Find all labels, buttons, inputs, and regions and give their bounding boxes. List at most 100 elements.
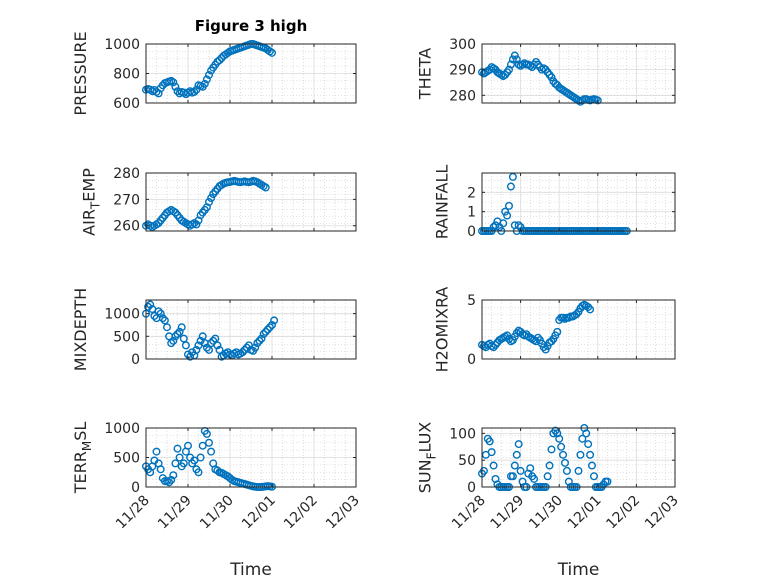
axes-box [145, 299, 357, 360]
data-point [501, 207, 510, 216]
data-point [167, 475, 176, 484]
data-point [489, 461, 498, 470]
data-point [169, 471, 178, 480]
y-tick-label: 500 [113, 329, 140, 345]
subplot-2: 280 290 300 THETA [416, 37, 676, 106]
data-point [207, 447, 216, 456]
y-tick-label: 280 [449, 88, 476, 104]
y-tick-label: 2 [467, 185, 476, 201]
y-tick-label: 0 [131, 480, 140, 496]
y-axis-label-7: TERRMSL [71, 422, 94, 495]
data-point [268, 48, 277, 57]
data-point [179, 334, 188, 343]
data-point [270, 316, 279, 325]
x-tick-label: 12/02 [281, 493, 321, 533]
data-point [158, 314, 167, 323]
data-point [557, 442, 566, 451]
data-point [204, 438, 213, 447]
data-point [198, 332, 207, 341]
data-point [263, 325, 272, 334]
y-tick-label: 1 [467, 205, 476, 221]
data-point [215, 56, 224, 65]
data-point [204, 70, 213, 79]
data-point [559, 450, 568, 459]
data-point [173, 330, 182, 339]
data-point [489, 223, 498, 232]
data-point [543, 472, 552, 481]
subplot-3: 260 270 280 AIRTEMP [80, 166, 357, 236]
y-tick-label: 1000 [104, 421, 140, 437]
y-tick-label: 800 [113, 67, 140, 83]
y-tick-label: 290 [449, 63, 476, 79]
data-point [192, 220, 201, 229]
x-tick-label: 11/28 [449, 493, 489, 533]
y-axis-label-8: SUNFLUX [416, 422, 439, 494]
data-point [171, 82, 180, 91]
x-tick-label: 11/30 [526, 493, 566, 533]
y-tick-label: 270 [113, 192, 140, 208]
data-point [593, 96, 602, 105]
subplot-1: 600 800 1000 PRESSURE [71, 31, 357, 116]
data-point [555, 434, 564, 443]
data-point [506, 60, 515, 69]
data-point [514, 221, 523, 230]
data-point [169, 336, 178, 345]
data-point [213, 341, 222, 350]
data-point [586, 450, 595, 459]
data-point [215, 345, 224, 354]
axes-box [481, 43, 676, 104]
data-point [179, 459, 188, 468]
data-point [508, 172, 517, 181]
y-axis-label-4: RAINFALL [433, 165, 452, 240]
data-point [516, 466, 525, 475]
y-tick-label: 1000 [104, 307, 140, 323]
data-point [144, 302, 153, 311]
data-point [506, 182, 515, 191]
subplot-7: 0 500 1000 11/28 11/29 11/30 12/01 12/02 12/03 Ti… [71, 421, 363, 580]
x-tick-label: 12/03 [642, 493, 682, 533]
data-point [202, 75, 211, 84]
data-point [169, 78, 178, 87]
data-point [268, 320, 277, 329]
y-axis-label-3: AIRTEMP [80, 168, 103, 236]
data-point [510, 51, 519, 60]
data-point [152, 447, 161, 456]
data-point [253, 339, 262, 348]
data-point [146, 300, 155, 309]
y-tick-label: 50 [458, 453, 476, 469]
data-point [588, 461, 597, 470]
subplot-5: 0 500 1000 MIXDEPTH [71, 288, 357, 371]
y-axis-label-1: PRESSURE [71, 31, 90, 115]
data-point [261, 327, 270, 336]
data-point [510, 461, 519, 470]
data-point [547, 73, 556, 82]
data-point [160, 316, 169, 325]
data-point [165, 478, 174, 487]
data-point [177, 323, 186, 332]
data-point [574, 466, 583, 475]
data-point [196, 453, 205, 462]
data-point [586, 305, 595, 314]
y-tick-label: 280 [113, 166, 140, 182]
data-point [526, 464, 535, 473]
data-point [211, 334, 220, 343]
x-tick-label: 12/02 [603, 493, 643, 533]
data-point [265, 323, 274, 332]
data-point [202, 343, 211, 352]
data-point [204, 345, 213, 354]
y-axis-label-2: THETA [416, 48, 435, 100]
data-point [190, 87, 199, 96]
axes-box [481, 299, 676, 360]
data-point [503, 211, 512, 220]
y-tick-label: 300 [449, 37, 476, 53]
data-point [171, 332, 180, 341]
data-point [259, 330, 268, 339]
x-tick-label: 12/03 [323, 493, 363, 533]
data-point [603, 477, 612, 486]
x-tick-label: 12/01 [239, 493, 279, 533]
data-point [171, 459, 180, 468]
data-point [499, 219, 508, 228]
